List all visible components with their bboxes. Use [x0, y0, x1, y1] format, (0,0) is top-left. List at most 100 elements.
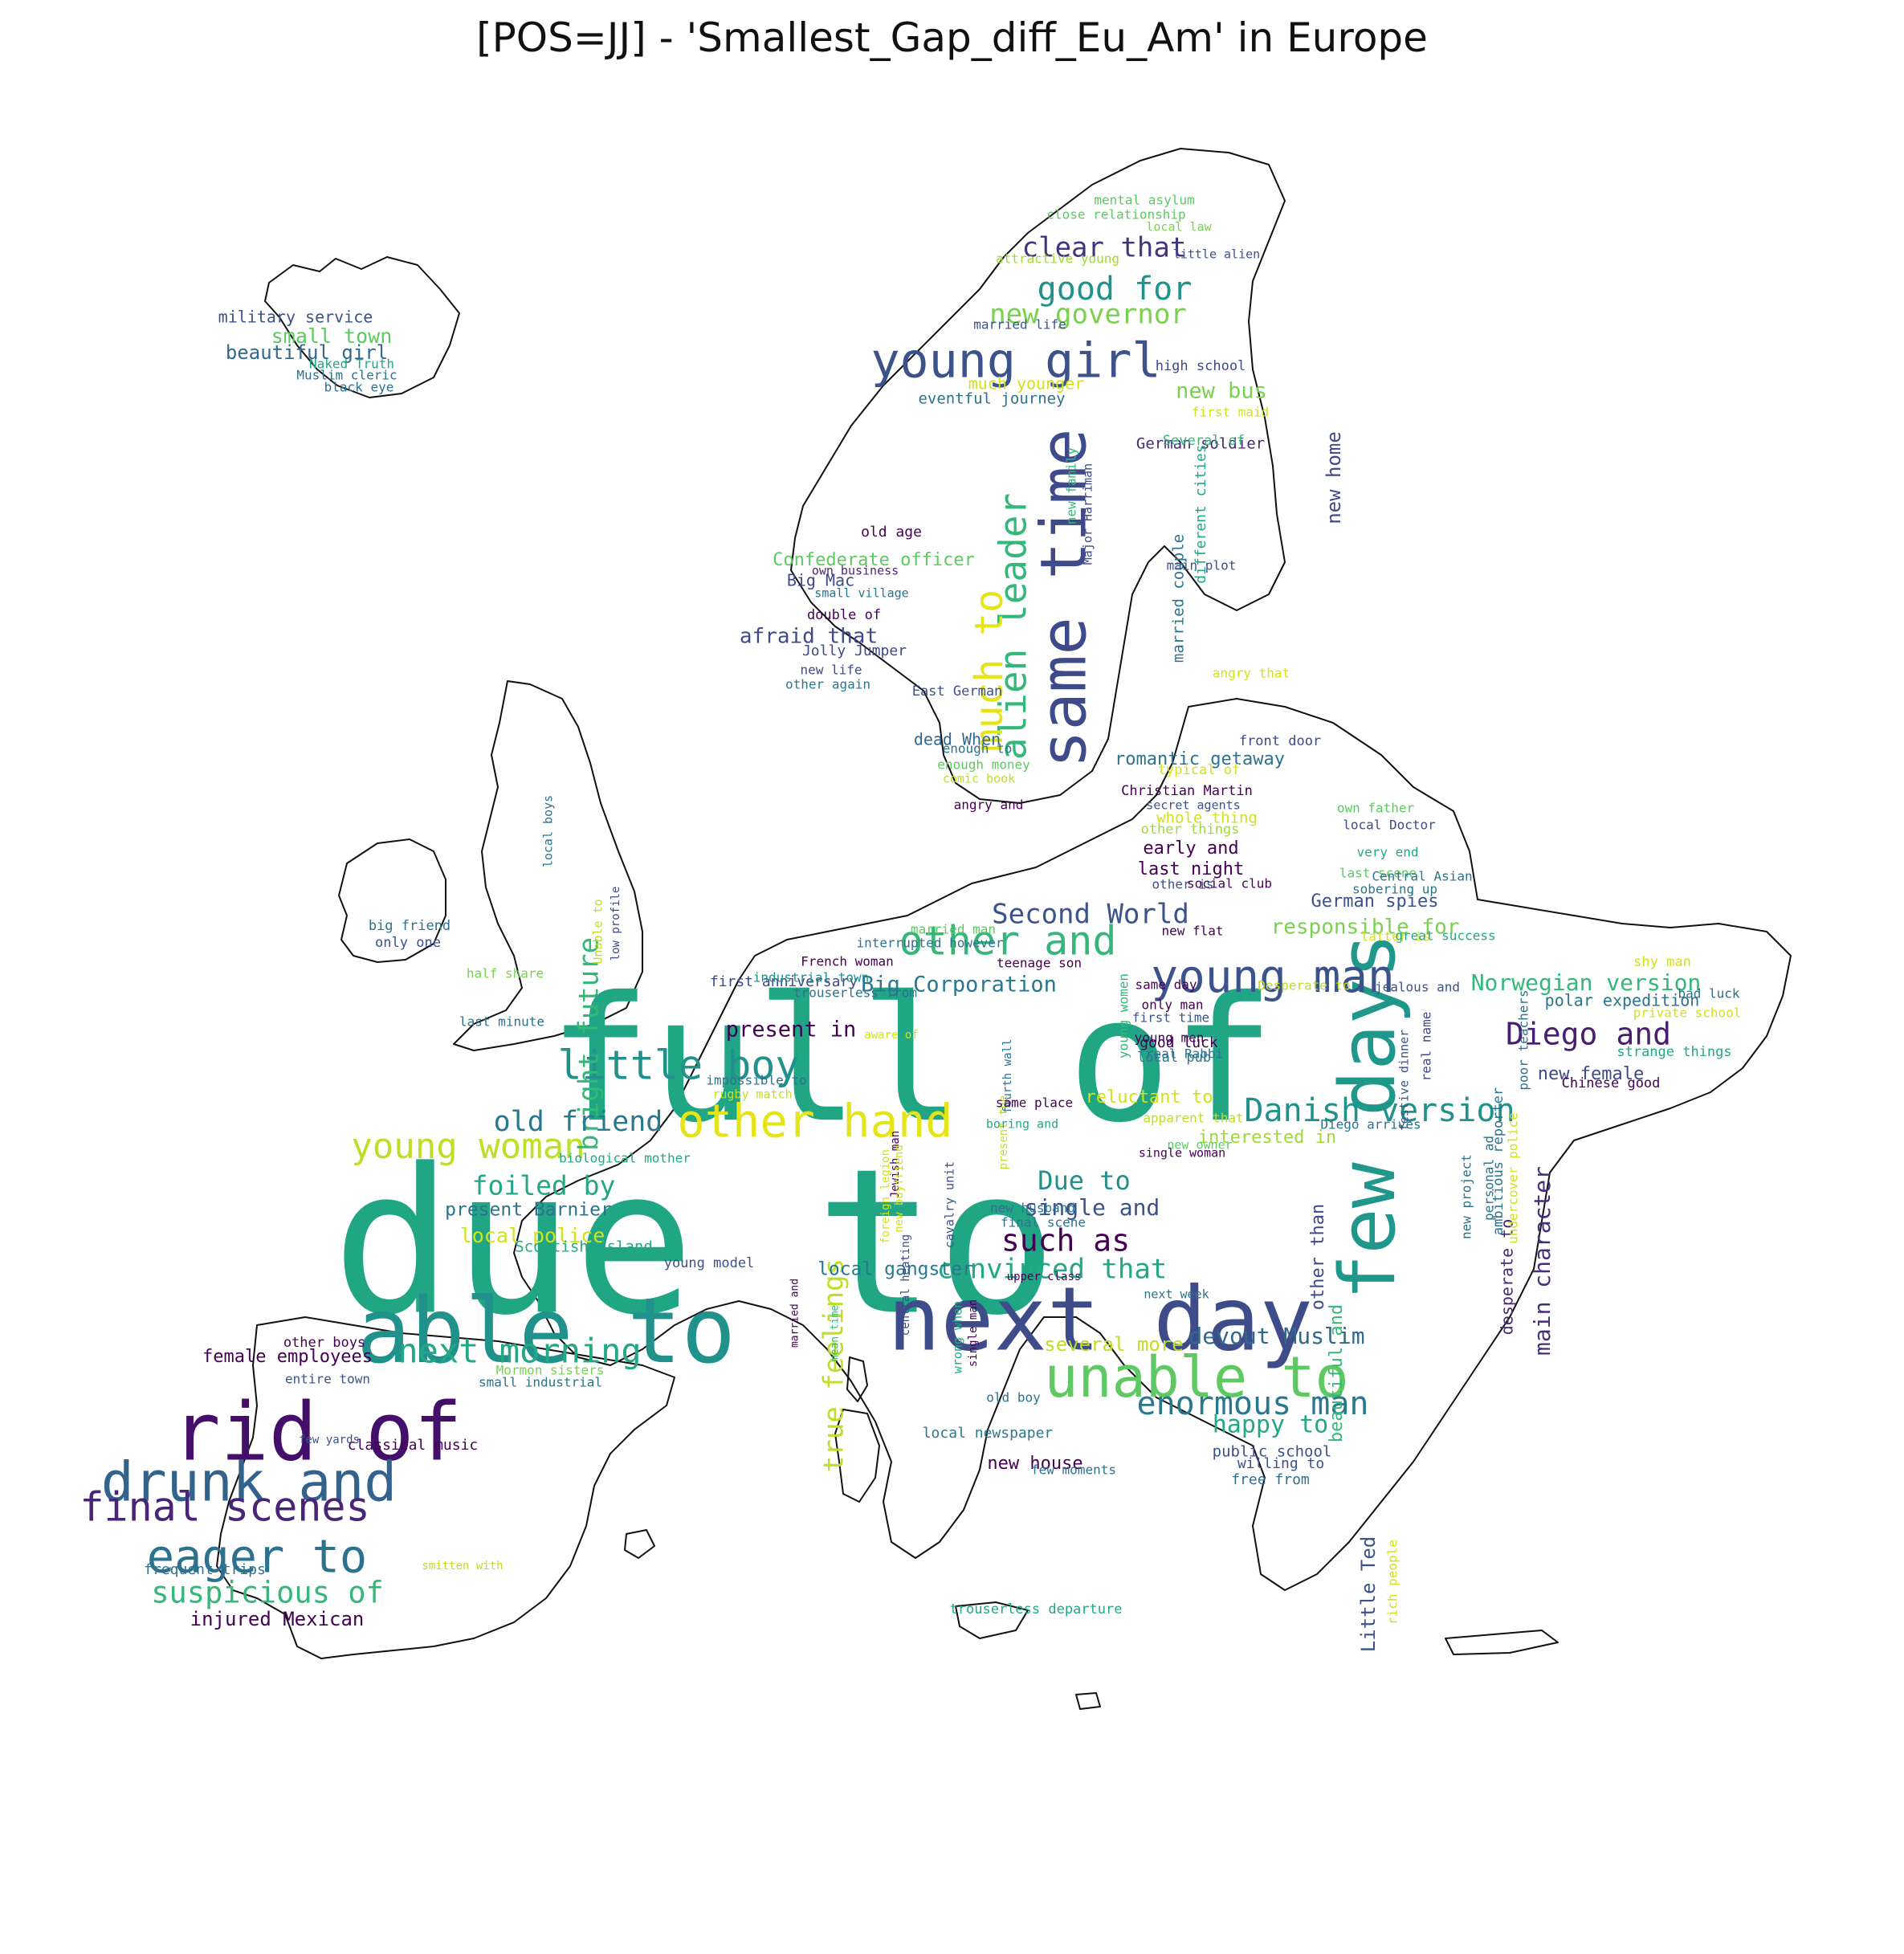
cloud-word: impossible to: [706, 1073, 806, 1088]
cloud-word: same place: [996, 1095, 1073, 1111]
cloud-word: single woman: [1139, 1146, 1225, 1161]
cloud-word: same time: [1028, 429, 1100, 769]
cloud-word: aware of: [864, 1029, 918, 1042]
cloud-word: bad luck: [1678, 986, 1739, 1001]
cloud-word: angry that: [1213, 666, 1290, 681]
cloud-word: foiled by: [472, 1170, 616, 1201]
cloud-word: married man: [911, 922, 996, 937]
cloud-word: few moments: [1031, 1462, 1116, 1478]
cloud-word: injured Mexican: [190, 1608, 365, 1630]
cloud-word: due to: [332, 1125, 1057, 1359]
cloud-word: big friend: [369, 918, 451, 934]
cloud-word: new boyfriend: [893, 1144, 906, 1233]
cloud-word: secret agents: [1146, 798, 1240, 813]
cloud-word: true feelings: [818, 1258, 850, 1472]
cloud-word: frequent trips: [144, 1561, 266, 1578]
cloud-word: Unable to: [591, 899, 605, 964]
cloud-word: low profile: [610, 887, 622, 961]
cloud-word: Jolly Jumper: [802, 642, 907, 659]
cloud-word: local police: [460, 1224, 605, 1247]
cloud-word: little alien: [1173, 247, 1260, 262]
cloud-word: other again: [785, 677, 870, 692]
cloud-word: front door: [1239, 733, 1321, 749]
cloud-word: small village: [814, 586, 908, 601]
cloud-word: first maid: [1192, 405, 1269, 420]
cloud-word: biological mother: [559, 1151, 691, 1166]
cloud-word: full of: [548, 959, 1275, 1161]
cloud-word: desperate to: [1498, 1219, 1517, 1336]
cloud-word: next week: [1144, 1287, 1209, 1302]
cloud-word: other and: [899, 918, 1117, 965]
cloud-word: black eye: [324, 380, 394, 395]
cloud-word: other boys: [283, 1335, 365, 1351]
iberia-outline: [216, 1316, 675, 1659]
cloud-word: enough money: [937, 757, 1030, 773]
cloud-word: comic book: [943, 772, 1015, 786]
cloud-word: typical of: [1158, 762, 1240, 778]
cloud-word: next morning: [398, 1332, 641, 1371]
cloud-word: local law: [1146, 220, 1212, 235]
cloud-word: latter is: [1361, 929, 1431, 944]
cloud-word: able to: [357, 1279, 736, 1384]
cloud-word: other is: [1152, 877, 1213, 892]
cloud-word: Scottish island: [515, 1238, 653, 1256]
cloud-word: new owner: [1167, 1138, 1232, 1152]
cloud-word: real Rabbi: [1146, 1046, 1223, 1062]
cloud-word: industrial town: [753, 970, 870, 985]
cloud-word: trouserless from: [793, 985, 917, 1001]
cloud-word: Central Asian: [1372, 869, 1472, 884]
cloud-word: Muslim cleric: [296, 368, 397, 383]
cloud-word: other than: [1308, 1204, 1328, 1310]
cloud-word: eventful journey: [918, 390, 1065, 408]
cloud-word: female employees: [202, 1347, 373, 1367]
cloud-word: first time: [1132, 1010, 1209, 1026]
cloud-word: married life: [973, 317, 1066, 332]
sardinia-outline: [834, 1409, 880, 1503]
cloud-word: new project: [1459, 1154, 1474, 1239]
cloud-word: own father: [1337, 801, 1415, 816]
corsica-outline: [846, 1356, 868, 1402]
cloud-word: last night: [1138, 859, 1244, 879]
cloud-word: Second World: [992, 899, 1189, 931]
cloud-word: local gangster: [817, 1259, 973, 1280]
cloud-word: close relationship: [1046, 207, 1185, 222]
cloud-word: different cities: [1193, 444, 1209, 583]
cloud-word: personal ad: [1482, 1136, 1497, 1221]
cloud-word: rid of: [172, 1385, 462, 1479]
cloud-word: trouserless departure: [950, 1601, 1123, 1617]
cloud-word: married couple: [1170, 534, 1188, 663]
cloud-word: few yards: [299, 1434, 360, 1446]
cloud-word: undercover police: [1506, 1112, 1521, 1244]
cloud-word: single man: [967, 1299, 980, 1367]
cloud-word: apparent that: [1143, 1111, 1243, 1126]
cloud-word: new life: [800, 663, 862, 678]
cloud-word: first anniversary: [710, 973, 858, 990]
cloud-word: Due to: [1038, 1165, 1131, 1196]
cloud-word: new house: [987, 1454, 1082, 1474]
cloud-word: Danish version: [1244, 1092, 1515, 1129]
cloud-word: new family: [1064, 447, 1079, 524]
cloud-word: public school: [1213, 1443, 1332, 1461]
ireland-outline: [338, 838, 446, 963]
cloud-word: upper class: [1007, 1271, 1082, 1283]
balearic-outline: [624, 1529, 655, 1559]
cloud-word: Christian Martin: [1121, 783, 1253, 799]
cloud-word: romantic getaway: [1115, 749, 1285, 769]
cloud-word: boring and: [986, 1117, 1058, 1132]
cloud-word: free from: [1231, 1471, 1310, 1488]
figure-title: [POS=JJ] - 'Smallest_Gap_diff_Eu_Am' in …: [476, 14, 1428, 61]
cyprus-outline: [1075, 1692, 1101, 1710]
cloud-word: Several of: [1163, 433, 1245, 449]
cloud-word: angry and: [954, 798, 1024, 813]
cloud-word: last scene: [1339, 866, 1417, 881]
cloud-word: devout Muslim: [1188, 1323, 1364, 1349]
cloud-word: Chinese good: [1562, 1075, 1661, 1091]
cloud-word: Big Mac: [787, 571, 854, 590]
cloud-word: main plot: [1167, 558, 1237, 573]
cloud-word: next day: [887, 1267, 1313, 1370]
cloud-word: local newspaper: [923, 1425, 1054, 1442]
cloud-word: last minute: [459, 1014, 544, 1030]
